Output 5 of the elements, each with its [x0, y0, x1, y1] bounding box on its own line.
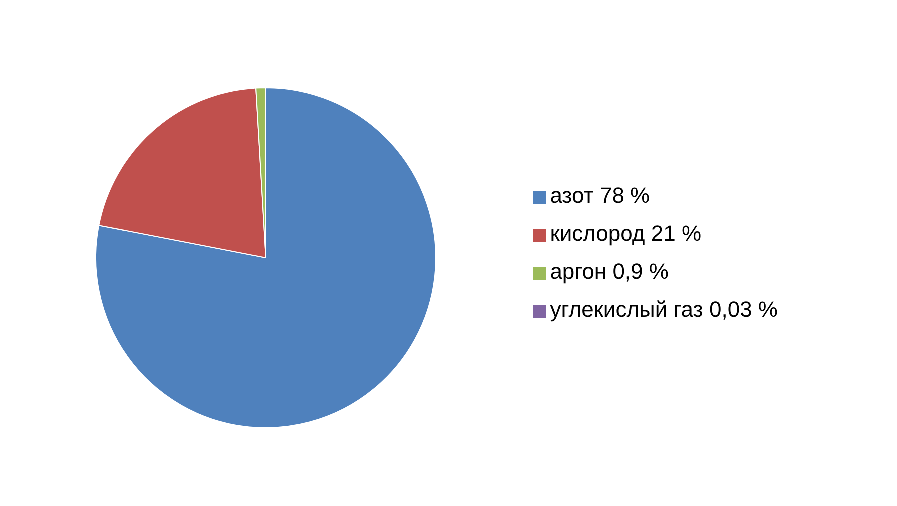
legend-label: азот 78 %	[550, 183, 650, 208]
pie-slice	[96, 88, 436, 428]
legend-label: аргон 0,9 %	[550, 259, 669, 284]
legend-label: кислород 21 %	[550, 221, 702, 246]
legend-label: углекислый газ 0,03 %	[550, 297, 778, 322]
